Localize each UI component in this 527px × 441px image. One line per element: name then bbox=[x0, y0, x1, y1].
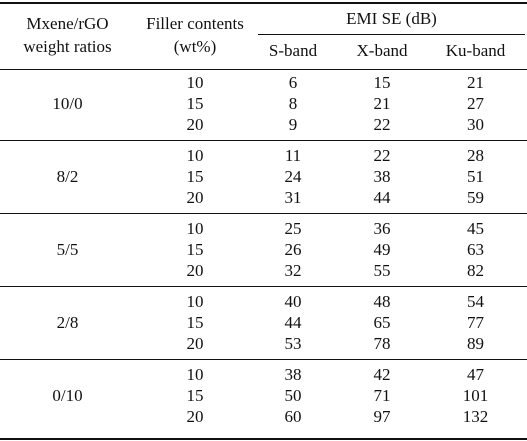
ratio-cell: 8/2 bbox=[56, 167, 79, 186]
group-separator-rule bbox=[0, 140, 527, 141]
ku-band-cell: 54 bbox=[467, 292, 484, 311]
header-s-band: S-band bbox=[268, 41, 318, 60]
filler-cell: 10 bbox=[186, 146, 204, 165]
x-band-cell: 22 bbox=[373, 146, 391, 165]
ku-band-cell: 89 bbox=[467, 334, 484, 353]
s-band-cell: 60 bbox=[284, 407, 302, 426]
x-band-cell: 15 bbox=[373, 73, 391, 92]
ratio-cell: 0/10 bbox=[52, 386, 83, 405]
x-band-cell: 55 bbox=[373, 261, 391, 280]
ku-band-cell: 27 bbox=[467, 94, 484, 113]
s-band-cell: 53 bbox=[284, 334, 302, 353]
header-ku-band: Ku-band bbox=[445, 41, 506, 60]
ratio-cell: 2/8 bbox=[56, 313, 79, 332]
x-band-cell: 97 bbox=[373, 407, 391, 426]
x-band-cell: 44 bbox=[373, 188, 391, 207]
table-bottom-rule bbox=[0, 438, 527, 440]
group-separator-rule bbox=[0, 359, 527, 360]
ku-band-cell: 101 bbox=[462, 386, 489, 405]
ku-band-cell: 59 bbox=[467, 188, 484, 207]
filler-cell: 10 bbox=[186, 73, 204, 92]
table-top-rule bbox=[0, 2, 527, 4]
s-band-cell: 50 bbox=[284, 386, 302, 405]
filler-cell: 20 bbox=[186, 188, 204, 207]
x-band-cell: 78 bbox=[373, 334, 391, 353]
ku-band-cell: 28 bbox=[467, 146, 484, 165]
x-band-cell: 21 bbox=[373, 94, 391, 113]
ku-band-cell: 47 bbox=[467, 365, 484, 384]
header-emi-se-group: EMI SE (dB) bbox=[346, 9, 437, 28]
s-band-cell: 11 bbox=[284, 146, 302, 165]
header-x-band: X-band bbox=[356, 41, 408, 60]
group-separator-rule bbox=[0, 286, 527, 287]
ratio-cell: 10/0 bbox=[52, 94, 83, 113]
ku-band-cell: 21 bbox=[467, 73, 484, 92]
filler-cell: 10 bbox=[186, 365, 204, 384]
filler-cell: 20 bbox=[186, 334, 204, 353]
header-filler-line1: Filler contents bbox=[146, 14, 244, 33]
filler-cell: 20 bbox=[186, 407, 204, 426]
filler-cell: 10 bbox=[186, 292, 204, 311]
s-band-cell: 9 bbox=[288, 115, 298, 134]
filler-cell: 15 bbox=[186, 386, 204, 405]
filler-cell: 20 bbox=[186, 261, 204, 280]
header-ratio-line2: weight ratios bbox=[23, 37, 112, 56]
x-band-cell: 65 bbox=[373, 313, 391, 332]
s-band-cell: 40 bbox=[284, 292, 302, 311]
filler-cell: 20 bbox=[186, 115, 204, 134]
ku-band-cell: 63 bbox=[467, 240, 484, 259]
s-band-cell: 44 bbox=[284, 313, 302, 332]
x-band-cell: 38 bbox=[373, 167, 391, 186]
s-band-cell: 26 bbox=[284, 240, 302, 259]
x-band-cell: 71 bbox=[373, 386, 391, 405]
ku-band-cell: 77 bbox=[467, 313, 484, 332]
s-band-cell: 32 bbox=[284, 261, 302, 280]
s-band-cell: 8 bbox=[288, 94, 298, 113]
header-group-underline bbox=[258, 34, 525, 35]
x-band-cell: 42 bbox=[373, 365, 391, 384]
s-band-cell: 31 bbox=[284, 188, 302, 207]
x-band-cell: 22 bbox=[373, 115, 391, 134]
header-filler-line2: (wt%) bbox=[173, 37, 217, 56]
header-ratio-line1: Mxene/rGO bbox=[26, 14, 109, 33]
filler-cell: 15 bbox=[186, 94, 204, 113]
s-band-cell: 6 bbox=[288, 73, 298, 92]
ku-band-cell: 132 bbox=[462, 407, 489, 426]
header-bottom-rule bbox=[0, 69, 527, 70]
filler-cell: 15 bbox=[186, 167, 204, 186]
x-band-cell: 48 bbox=[373, 292, 391, 311]
filler-cell: 15 bbox=[186, 240, 204, 259]
x-band-cell: 36 bbox=[373, 219, 391, 238]
ratio-cell: 5/5 bbox=[56, 240, 79, 259]
ku-band-cell: 51 bbox=[467, 167, 484, 186]
s-band-cell: 25 bbox=[284, 219, 302, 238]
filler-cell: 10 bbox=[186, 219, 204, 238]
s-band-cell: 24 bbox=[284, 167, 302, 186]
group-separator-rule bbox=[0, 213, 527, 214]
ku-band-cell: 45 bbox=[467, 219, 484, 238]
x-band-cell: 49 bbox=[373, 240, 391, 259]
ku-band-cell: 30 bbox=[467, 115, 484, 134]
s-band-cell: 38 bbox=[284, 365, 302, 384]
filler-cell: 15 bbox=[186, 313, 204, 332]
ku-band-cell: 82 bbox=[467, 261, 484, 280]
